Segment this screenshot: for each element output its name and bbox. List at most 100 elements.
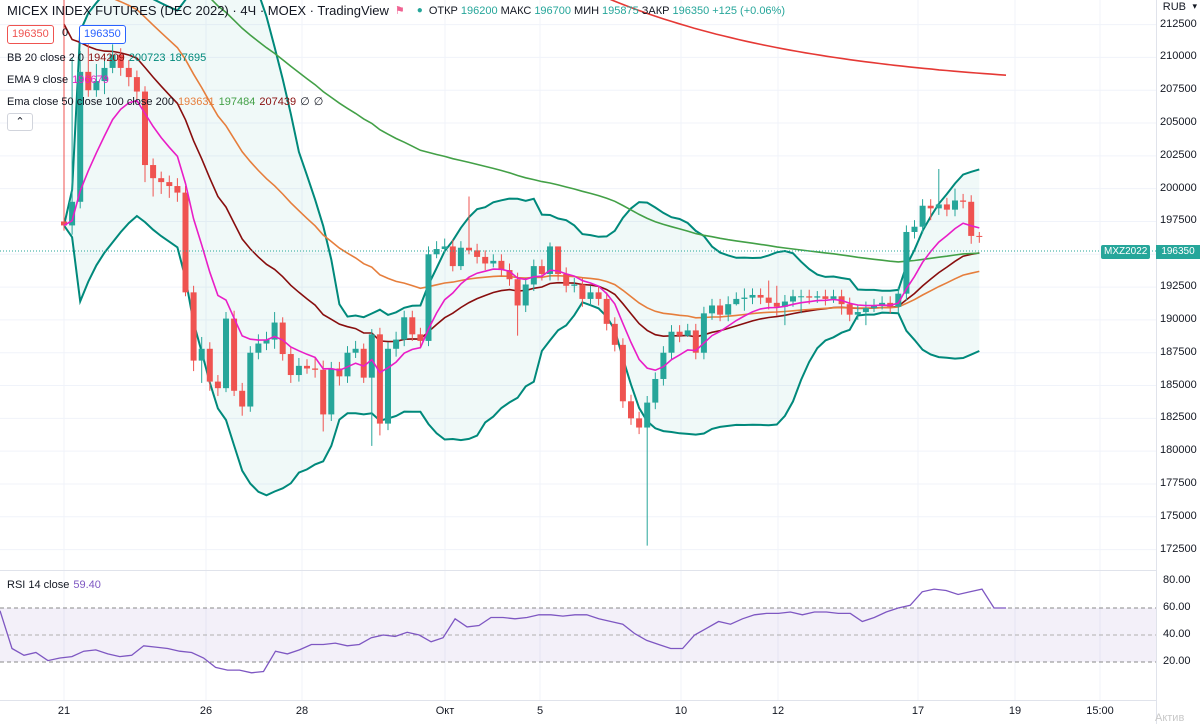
candle-body: [393, 339, 400, 349]
candle-body: [879, 302, 886, 306]
price-tick-label: 190000: [1160, 312, 1197, 325]
candle-body: [158, 178, 165, 183]
candle-body: [198, 348, 205, 361]
candle: [628, 394, 634, 425]
indicator-bb-legend[interactable]: BB 20 close 2 0 194209 200723 187695: [7, 52, 207, 64]
candle: [652, 372, 659, 410]
candle: [239, 382, 246, 416]
collapse-legend-button[interactable]: ⌃: [7, 113, 33, 131]
candle: [644, 396, 651, 546]
candle: [490, 254, 497, 268]
ema9-line: [63, 99, 980, 374]
candle: [555, 246, 562, 281]
time-tick-label: 15:00: [1086, 705, 1114, 717]
candle-body: [506, 270, 513, 280]
candle-body: [765, 297, 772, 303]
chevron-up-icon: ⌃: [15, 116, 25, 128]
candle-body: [595, 292, 602, 299]
candle: [77, 50, 84, 209]
candle-body: [644, 402, 651, 428]
candle-body: [547, 246, 553, 274]
candle-body: [862, 308, 869, 313]
candle-body: [69, 201, 76, 226]
candle-body: [61, 221, 67, 226]
ema100-line: [114, 0, 980, 319]
candle-body: [935, 204, 942, 209]
candle: [142, 86, 148, 183]
price-tick-label: 182500: [1160, 411, 1197, 424]
candle: [725, 296, 732, 322]
candle-body: [514, 279, 521, 306]
candle: [368, 329, 375, 446]
time-tick-label: 17: [911, 705, 925, 717]
candle: [522, 277, 529, 313]
candle: [571, 277, 578, 293]
chart-header: MICEX INDEX FUTURES (DEC 2022) · 4Ч · MO…: [7, 3, 785, 18]
ohlc-values: ОТКР 196200 МАКС 196700 МИН 195875 ЗАКР 1963…: [428, 4, 785, 17]
close-value: 196350: [672, 4, 710, 17]
activation-watermark: Актив: [1155, 712, 1185, 724]
candle-body: [255, 343, 262, 353]
candle-body: [271, 322, 278, 340]
candle-body: [709, 305, 715, 314]
rsi-tick-label: 60.00: [1163, 601, 1191, 613]
candle-body: [214, 381, 221, 389]
candle-body: [360, 348, 367, 378]
currency-selector[interactable]: RUB: [1162, 1, 1186, 13]
candle: [846, 297, 853, 322]
candle: [498, 254, 505, 277]
candle-body: [490, 260, 497, 264]
candle-body: [109, 54, 116, 68]
candle: [611, 317, 618, 352]
candle-body: [457, 247, 464, 267]
candle-body: [223, 318, 229, 389]
candle-body: [312, 368, 319, 370]
candle-body: [676, 331, 683, 336]
candle: [117, 48, 124, 76]
candle: [911, 220, 918, 239]
bollinger-lower-line: [63, 214, 980, 497]
candle: [968, 195, 975, 244]
candle-body: [725, 304, 732, 315]
time-tick-label: 5: [536, 705, 544, 717]
candle-body: [871, 305, 877, 309]
candlestick-series: [61, 0, 983, 546]
candle-body: [587, 292, 594, 299]
candle: [295, 357, 302, 382]
candle-body: [749, 294, 756, 298]
candle-body: [790, 296, 796, 302]
indicator-ema-multi-legend[interactable]: Ema close 50 close 100 close 200 193631 19…: [7, 96, 324, 108]
candle: [595, 285, 602, 306]
flag-icon[interactable]: ⚑: [394, 5, 405, 17]
sell-price-box[interactable]: 196350: [7, 25, 54, 44]
candle: [109, 44, 116, 74]
candle: [684, 323, 691, 337]
time-tick-label: 26: [199, 705, 213, 717]
buy-price-box[interactable]: 196350: [79, 25, 126, 44]
rsi-line: [0, 588, 1006, 674]
candle: [854, 305, 861, 320]
candle: [198, 336, 205, 383]
candle: [231, 310, 238, 397]
candle: [158, 171, 165, 194]
candle-body: [741, 297, 748, 299]
candle-body: [830, 296, 837, 299]
rsi-tick-label: 80.00: [1163, 574, 1191, 586]
candle: [401, 310, 408, 347]
symbol-title[interactable]: MICEX INDEX FUTURES (DEC 2022) · 4Ч · MO…: [7, 3, 389, 18]
indicator-ema9-legend[interactable]: EMA 9 close 196679: [7, 74, 109, 86]
chevron-down-icon[interactable]: ▾: [1192, 1, 1197, 11]
candle-body: [806, 296, 813, 298]
candle-body: [352, 348, 359, 353]
rsi-legend[interactable]: RSI 14 close 59.40: [7, 579, 101, 591]
candle-body: [133, 77, 140, 92]
candle-body: [93, 81, 100, 91]
price-tick-label: 207500: [1160, 83, 1197, 96]
candle: [304, 359, 310, 374]
candle: [781, 294, 788, 326]
candle-body: [636, 418, 643, 428]
candle: [919, 199, 926, 234]
time-tick-label: 21: [57, 705, 71, 717]
candle-body: [927, 205, 934, 209]
